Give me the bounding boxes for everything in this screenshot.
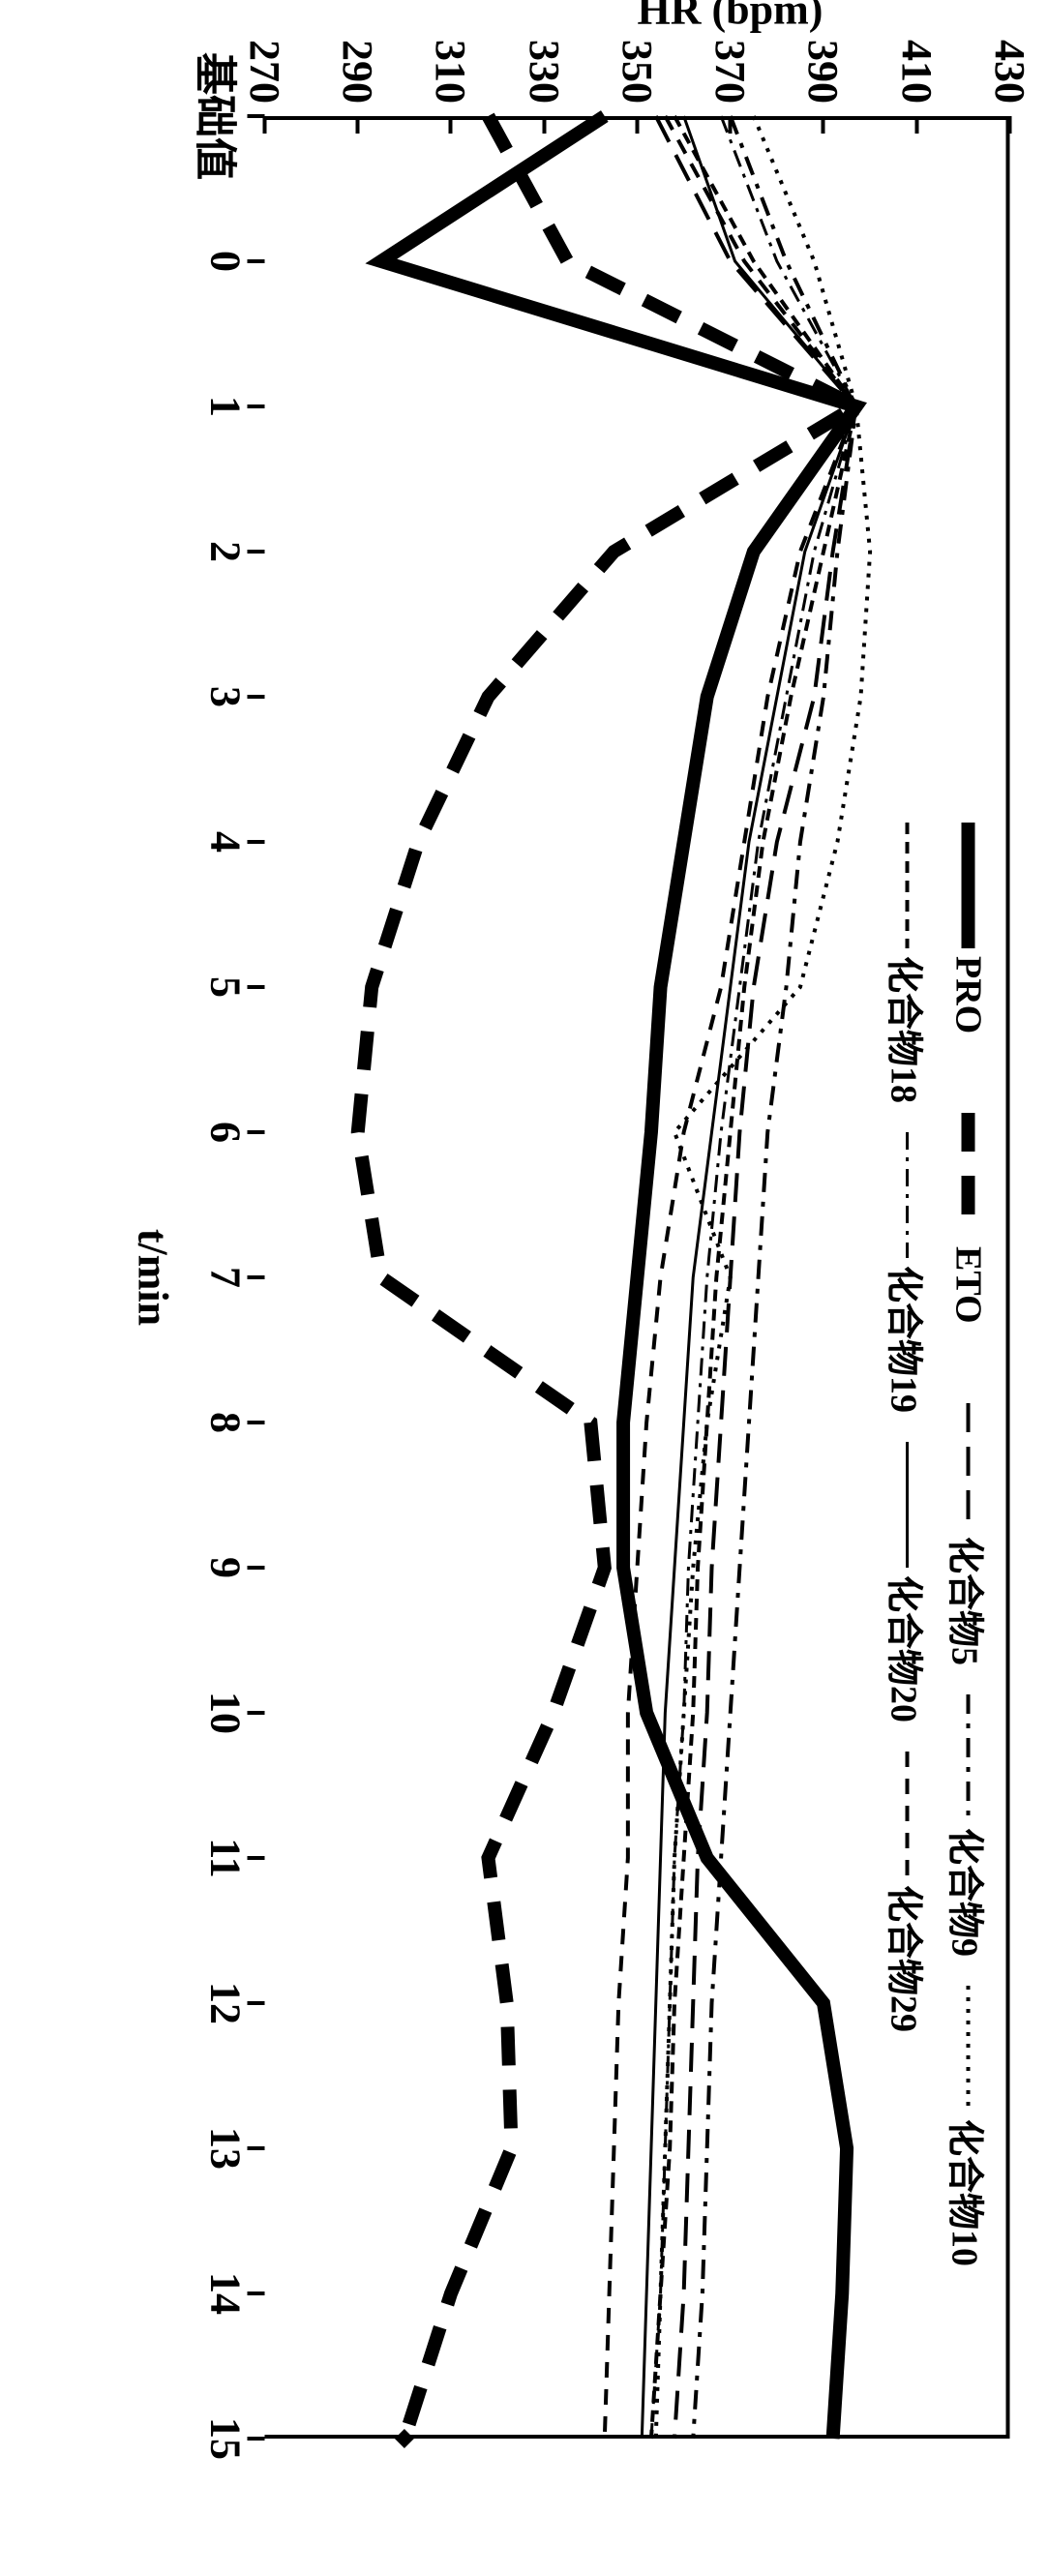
chart-container: HR (bpm) t/min 2702903103303503703904104…	[0, 0, 1048, 2576]
x-tick-label: 11	[200, 1838, 250, 1878]
legend-label: ETO	[947, 1246, 990, 1324]
x-tick-mark	[247, 1566, 264, 1570]
x-tick-mark	[247, 404, 264, 408]
x-tick-mark	[247, 259, 264, 263]
x-tick-mark	[247, 840, 264, 844]
x-tick-label: 6	[200, 1122, 250, 1143]
legend-swatch	[954, 1694, 983, 1820]
x-tick-mark	[247, 1421, 264, 1424]
legend-swatch	[893, 1442, 922, 1568]
legend-label: PRO	[947, 956, 990, 1033]
x-tick-label: 10	[200, 1692, 250, 1734]
legend-swatch	[893, 1752, 922, 1877]
x-tick-mark	[247, 2146, 264, 2150]
y-tick-label: 350	[613, 40, 662, 104]
x-tick-mark	[247, 1130, 264, 1134]
legend-item-化合物19: 化合物19	[881, 1132, 934, 1413]
legend-item-ETO: ETO	[942, 1113, 995, 1374]
y-tick-label: 430	[985, 40, 1034, 104]
legend-swatch	[893, 1132, 922, 1258]
legend-label: 化合物19	[881, 1266, 934, 1413]
x-axis-label: t/min	[128, 1229, 177, 1326]
legend-label: 化合物29	[881, 1885, 934, 2032]
legend-row: PRO ETO 化合物5 化合物9 化合物10	[942, 823, 995, 2266]
x-tick-mark	[247, 695, 264, 699]
y-axis-label: HR (bpm)	[637, 0, 823, 35]
legend-label: 化合物9	[942, 1828, 995, 1957]
x-tick-label: 7	[200, 1267, 250, 1288]
x-tick-mark	[247, 2291, 264, 2295]
legend-item-化合物5: 化合物5	[942, 1403, 995, 1665]
x-tick-mark	[247, 550, 264, 554]
legend-item-化合物29: 化合物29	[881, 1752, 934, 2032]
x-tick-mark	[247, 2001, 264, 2005]
y-tick-label: 330	[519, 40, 568, 104]
legend-swatch	[893, 823, 922, 948]
x-tick-label: 12	[200, 1982, 250, 2024]
x-tick-label: 5	[200, 976, 250, 998]
legend-item-化合物18: 化合物18	[881, 823, 934, 1103]
y-tick-label: 410	[891, 40, 941, 104]
legend-swatch	[954, 1986, 983, 2112]
series-ETO	[357, 116, 855, 2439]
x-tick-label: 14	[200, 2272, 250, 2315]
x-tick-label: 3	[200, 686, 250, 707]
x-tick-mark	[247, 2437, 264, 2441]
y-tick-label: 290	[333, 40, 382, 104]
legend-item-化合物9: 化合物9	[942, 1694, 995, 1957]
y-tick-label: 390	[798, 40, 848, 104]
eto-end-marker	[394, 2429, 413, 2448]
legend-swatch	[954, 1113, 983, 1239]
legend-swatch	[954, 1403, 983, 1529]
x-tick-label: 4	[200, 831, 250, 853]
y-tick-label: 370	[705, 40, 755, 104]
legend-item-化合物20: 化合物20	[881, 1442, 934, 1722]
legend-item-化合物10: 化合物10	[942, 1986, 995, 2266]
legend-swatch	[954, 823, 983, 948]
legend-label: 化合物10	[942, 2119, 995, 2266]
x-tick-mark	[247, 1711, 264, 1715]
legend-label: 化合物5	[942, 1537, 995, 1665]
x-tick-label: 1	[200, 396, 250, 417]
legend: PRO ETO 化合物5 化合物9 化合物10 化合物18 化合物19 化合物20 化合物29	[881, 823, 995, 2266]
x-tick-mark	[247, 985, 264, 989]
x-tick-mark	[247, 1856, 264, 1860]
legend-label: 化合物18	[881, 956, 934, 1103]
x-tick-label: 2	[200, 541, 250, 562]
legend-row: 化合物18 化合物19 化合物20 化合物29	[881, 823, 934, 2266]
legend-label: 化合物20	[881, 1575, 934, 1722]
x-tick-label: 13	[200, 2127, 250, 2170]
x-tick-mark	[247, 1275, 264, 1279]
series-化合物18	[650, 116, 855, 2439]
rotated-chart: HR (bpm) t/min 2702903103303503703904104…	[0, 0, 1048, 2576]
x-tick-label: 9	[200, 1557, 250, 1578]
x-tick-label: 0	[200, 251, 250, 272]
x-tick-mark	[247, 114, 264, 118]
x-tick-label: 基础值	[188, 52, 250, 180]
x-tick-label: 8	[200, 1412, 250, 1433]
y-tick-label: 310	[426, 40, 475, 104]
series-PRO	[380, 116, 855, 2439]
series-化合物19	[650, 116, 855, 2439]
legend-item-PRO: PRO	[942, 823, 995, 1084]
x-tick-label: 15	[200, 2417, 250, 2460]
